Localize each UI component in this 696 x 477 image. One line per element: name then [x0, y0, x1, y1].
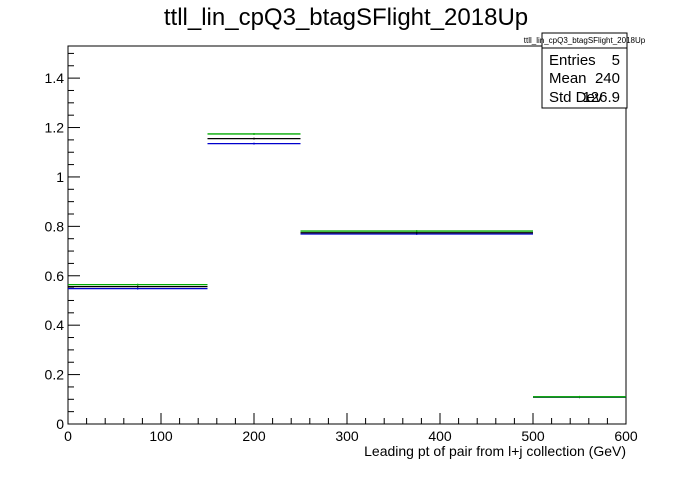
y-tick-label: 0 — [56, 416, 64, 432]
x-tick-label: 400 — [428, 428, 452, 444]
y-tick-label: 0.4 — [45, 317, 65, 333]
stats-stddev-label: Std Dev — [549, 89, 603, 106]
y-axis: 0 0.2 0.4 0.6 0.8 1 1.2 1.4 — [45, 52, 80, 432]
chart-title: ttll_lin_cpQ3_btagSFlight_2018Up — [164, 4, 528, 31]
y-tick-label: 1.2 — [45, 120, 65, 136]
stats-box: ttll_lin_cpQ3_btagSFlight_2018Up Entries… — [524, 32, 646, 109]
y-tick-label: 0.6 — [45, 268, 65, 284]
stats-box-title: ttll_lin_cpQ3_btagSFlight_2018Up — [524, 36, 646, 45]
x-tick-label: 0 — [64, 428, 72, 444]
x-tick-label: 600 — [614, 428, 638, 444]
histogram-series-2 — [68, 137, 626, 399]
y-tick-label: 0.2 — [45, 367, 65, 383]
histogram-series-3 — [68, 132, 626, 398]
x-tick-label: 100 — [149, 428, 173, 444]
x-tick-label: 500 — [521, 428, 545, 444]
stats-entries-label: Entries — [549, 52, 596, 69]
stats-stddev-value: 126.9 — [582, 89, 620, 106]
y-tick-label: 1 — [56, 169, 64, 185]
stats-mean-label: Mean — [549, 70, 587, 87]
x-tick-label: 200 — [242, 428, 266, 444]
stats-box-frame — [541, 32, 628, 109]
x-tick-label: 300 — [335, 428, 359, 444]
stats-mean-value: 240 — [595, 70, 620, 87]
x-axis: 0 100 200 300 400 500 600 — [64, 413, 638, 444]
series-layer — [68, 132, 626, 399]
stats-entries-value: 5 — [612, 52, 620, 69]
y-tick-label: 1.4 — [45, 70, 65, 86]
y-tick-label: 0.8 — [45, 218, 65, 234]
histogram-series-1 — [68, 142, 626, 399]
x-axis-label: Leading pt of pair from l+j collection (… — [364, 443, 626, 459]
